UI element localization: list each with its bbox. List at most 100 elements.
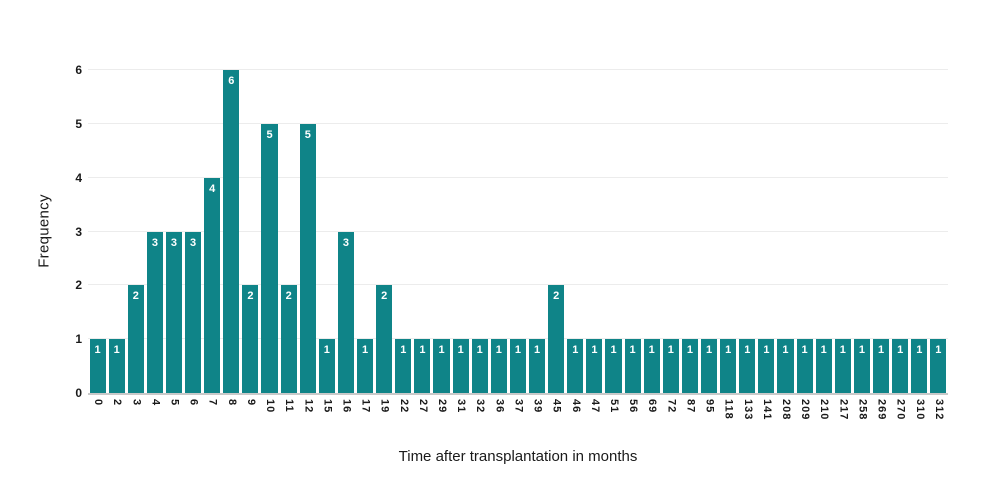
bar-column: 1 (892, 55, 909, 393)
x-tick-label: 39 (531, 399, 544, 414)
bar: 2 (127, 285, 144, 393)
x-tick-cell: 0 (88, 399, 107, 420)
bar-column: 1 (624, 55, 641, 393)
x-tick-label: 36 (493, 399, 506, 414)
bar-value-label: 1 (877, 344, 885, 357)
x-tick-cell: 72 (661, 399, 680, 420)
x-tick-cell: 208 (776, 399, 795, 420)
gridline (88, 69, 948, 70)
x-tick-label: 72 (665, 399, 678, 414)
bar: 1 (509, 339, 527, 393)
bar-column: 1 (586, 55, 603, 393)
x-tick-label: 258 (856, 399, 869, 421)
bar: 1 (815, 339, 832, 393)
bar: 1 (586, 339, 603, 393)
bar: 1 (605, 339, 622, 393)
bar-value-label: 1 (400, 344, 407, 357)
x-tick-label: 310 (913, 399, 926, 421)
x-tick-cell: 16 (336, 399, 355, 420)
bar: 1 (318, 339, 335, 393)
bar-value-label: 1 (457, 344, 464, 357)
bar-value-label: 1 (94, 344, 101, 357)
gridline (88, 176, 948, 178)
x-tick-label: 4 (149, 399, 162, 407)
x-tick-cell: 47 (585, 399, 604, 420)
bar: 2 (548, 285, 565, 393)
x-tick-cell: 270 (891, 399, 910, 420)
bar: 1 (624, 339, 641, 393)
gridline (88, 230, 948, 232)
x-tick-label: 22 (397, 399, 410, 414)
x-tick-cell: 27 (413, 399, 432, 420)
x-tick-label: 69 (646, 399, 659, 414)
gridline (88, 338, 948, 340)
x-tick-cell: 95 (700, 399, 719, 420)
x-tick-label: 32 (474, 399, 487, 414)
bar-column: 2 (376, 55, 393, 393)
bar-column: 1 (834, 55, 851, 393)
x-tick-label: 133 (741, 399, 754, 421)
x-tick-label: 19 (378, 399, 391, 414)
x-tick-cell: 217 (833, 399, 852, 420)
x-tick-label: 87 (684, 399, 697, 414)
bar-column: 1 (911, 55, 928, 393)
bar-column: 1 (777, 55, 794, 393)
bar-column: 1 (395, 55, 412, 393)
bar: 1 (452, 339, 469, 393)
x-tick-cell: 2 (107, 399, 126, 420)
y-tick-label: 2 (75, 278, 82, 293)
bar-value-label: 2 (553, 290, 560, 303)
bar-value-label: 1 (591, 344, 598, 357)
x-tick-label: 51 (608, 399, 620, 414)
bar: 1 (89, 339, 106, 393)
bar-value-label: 1 (686, 344, 693, 357)
bar: 3 (165, 231, 183, 393)
bar: 1 (471, 339, 488, 393)
bar-value-label: 1 (763, 344, 770, 357)
x-tick-label: 2 (111, 399, 124, 407)
bar: 6 (223, 70, 240, 393)
x-tick-cell: 312 (929, 399, 948, 420)
x-tick-label: 45 (550, 399, 563, 414)
bar: 1 (834, 339, 851, 393)
bar-value-label: 3 (170, 236, 178, 249)
bar-value-label: 5 (304, 128, 311, 141)
bar: 1 (662, 339, 679, 393)
x-tick-label: 95 (703, 399, 716, 414)
x-tick-label: 27 (416, 399, 429, 414)
x-tick-label: 210 (818, 399, 831, 421)
y-tick-label: 0 (75, 386, 82, 400)
bar: 1 (357, 339, 374, 393)
x-tick-label: 118 (722, 399, 735, 420)
bar-value-label: 1 (476, 344, 483, 357)
x-tick-cell: 3 (126, 399, 145, 420)
bar-value-label: 1 (744, 344, 751, 357)
bar-column: 1 (567, 55, 584, 393)
x-tick-label: 16 (340, 399, 353, 414)
bar-column: 1 (930, 55, 947, 393)
bar-column: 1 (739, 55, 756, 393)
bar: 5 (299, 123, 316, 393)
x-tick-cell: 46 (566, 399, 585, 420)
bar-value-label: 1 (801, 344, 808, 357)
x-tick-cell: 6 (184, 399, 203, 420)
bar-column: 1 (452, 55, 469, 393)
bar: 1 (796, 339, 813, 393)
x-tick-label: 270 (894, 399, 907, 421)
bar-column: 3 (165, 55, 183, 393)
bar-value-label: 1 (610, 344, 617, 357)
bar-value-label: 1 (705, 344, 713, 357)
bar-column: 3 (146, 55, 163, 393)
bar-value-label: 1 (916, 344, 923, 357)
x-tick-label: 6 (187, 399, 200, 407)
x-tick-label: 269 (875, 399, 888, 421)
x-tick-label: 17 (359, 399, 372, 414)
x-tick-label: 9 (244, 399, 257, 407)
bar-column: 2 (548, 55, 565, 393)
x-tick-cell: 87 (680, 399, 699, 420)
bar: 4 (204, 177, 221, 393)
x-tick-cell: 210 (814, 399, 833, 420)
bar-column: 1 (490, 55, 507, 393)
